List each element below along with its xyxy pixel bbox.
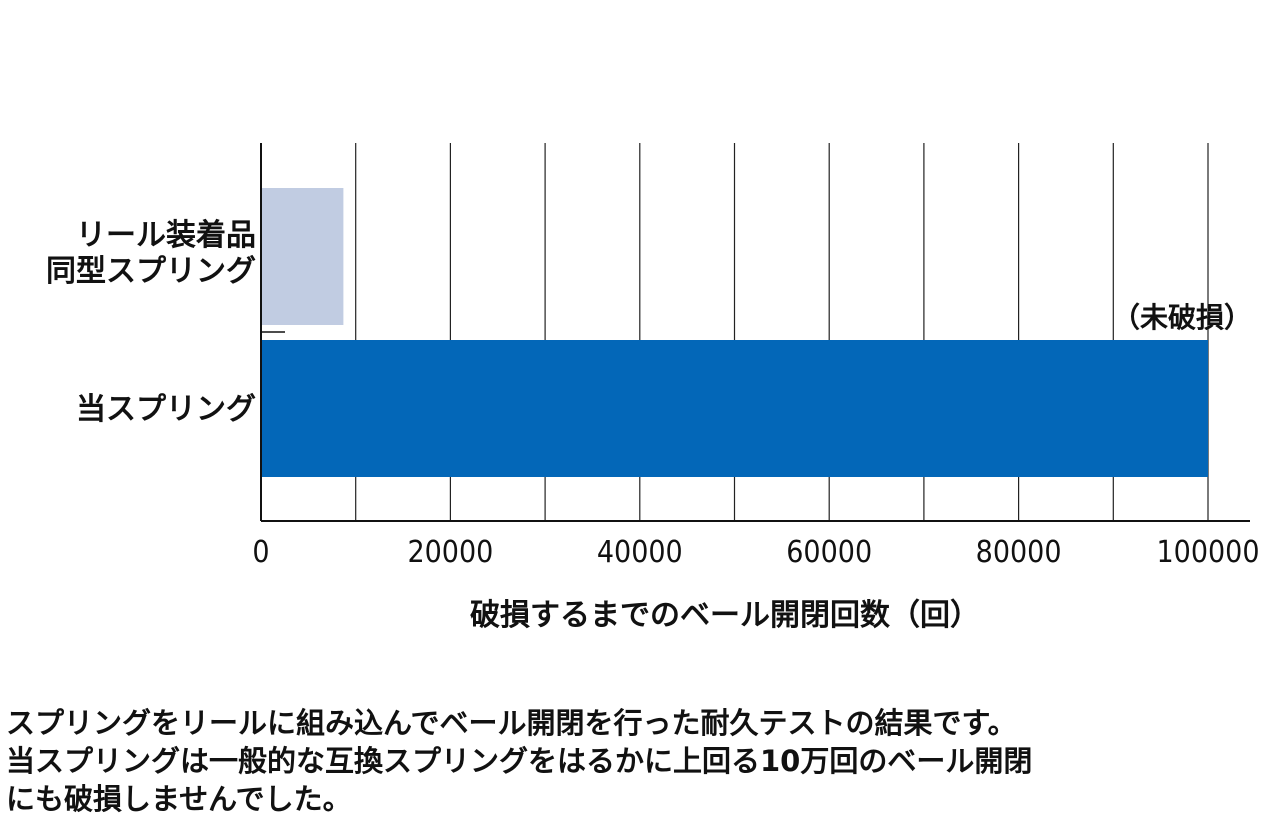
bars: [261, 188, 1208, 477]
bar-1: [261, 340, 1208, 477]
x-tick-label: 0: [252, 535, 269, 570]
axes: [260, 143, 1250, 522]
x-tick-label: 100000: [1156, 535, 1259, 570]
x-tick-labels: 0 20000 40000 60000 80000 100000: [252, 535, 1259, 570]
category-label-reel-spring: リール装着品 同型スプリング: [46, 218, 256, 289]
bar-chart: 0 20000 40000 60000 80000 100000: [252, 143, 1260, 570]
category-label-this-spring: 当スプリング: [76, 392, 256, 427]
x-tick-label: 40000: [597, 535, 683, 570]
bar-0: [261, 188, 344, 325]
x-axis-label: 破損するまでのベール開閉回数（回）: [470, 598, 980, 633]
x-tick-label: 60000: [786, 535, 872, 570]
caption-text: スプリングをリールに組み込んでベール開閉を行った耐久テストの結果です。 当スプリ…: [6, 706, 1033, 816]
annotation-unbroken: （未破損）: [1112, 301, 1253, 334]
x-tick-label: 80000: [976, 535, 1062, 570]
x-tick-label: 20000: [407, 535, 493, 570]
